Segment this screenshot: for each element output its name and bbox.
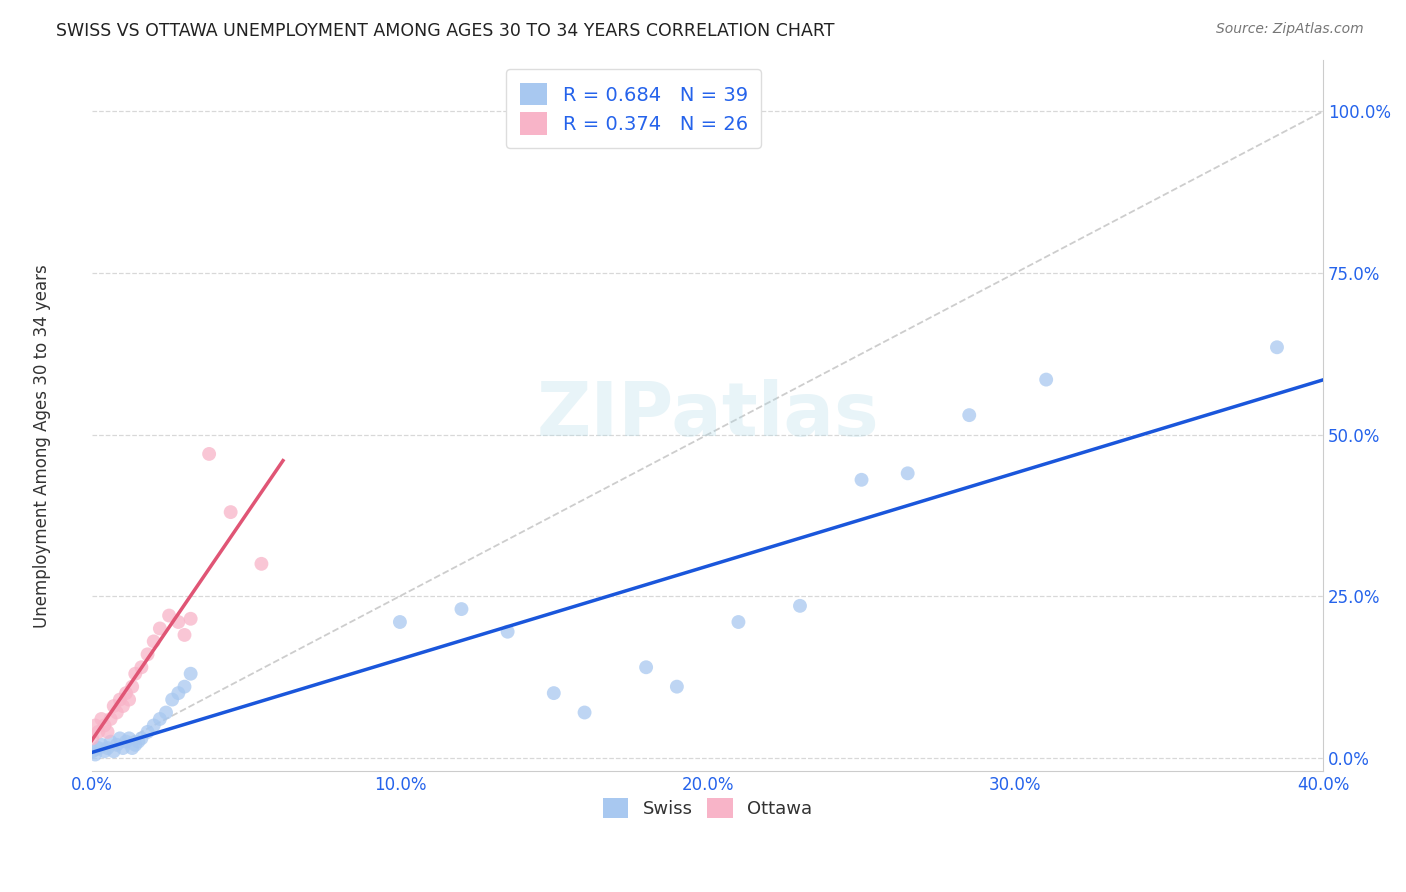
- Point: [90, 738, 112, 752]
- Point: [167, 615, 190, 629]
- Point: [173, 628, 195, 642]
- Point: [103, 744, 125, 758]
- Point: [157, 608, 180, 623]
- Point: [155, 706, 177, 720]
- Point: [97, 725, 120, 739]
- Point: [198, 447, 221, 461]
- Point: [118, 731, 141, 746]
- Point: [450, 602, 472, 616]
- Point: [108, 692, 131, 706]
- Point: [149, 622, 172, 636]
- Point: [1035, 373, 1057, 387]
- Legend: Swiss, Ottawa: Swiss, Ottawa: [596, 790, 820, 826]
- Point: [173, 680, 195, 694]
- Point: [121, 680, 143, 694]
- Point: [115, 686, 138, 700]
- Point: [87, 725, 110, 739]
- Point: [789, 599, 811, 613]
- Text: SWISS VS OTTAWA UNEMPLOYMENT AMONG AGES 30 TO 34 YEARS CORRELATION CHART: SWISS VS OTTAWA UNEMPLOYMENT AMONG AGES …: [56, 22, 835, 40]
- Point: [1265, 340, 1288, 354]
- Point: [82, 731, 104, 746]
- Point: [897, 467, 920, 481]
- Point: [87, 741, 110, 756]
- Point: [124, 738, 146, 752]
- Point: [127, 734, 149, 748]
- Point: [543, 686, 565, 700]
- Point: [388, 615, 411, 629]
- Point: [636, 660, 658, 674]
- Point: [131, 660, 153, 674]
- Point: [115, 734, 138, 748]
- Point: [250, 557, 273, 571]
- Point: [103, 699, 125, 714]
- Point: [111, 741, 134, 756]
- Point: [727, 615, 749, 629]
- Point: [100, 712, 122, 726]
- Point: [105, 706, 128, 720]
- Point: [100, 734, 122, 748]
- Point: [180, 612, 202, 626]
- Point: [121, 741, 143, 756]
- Point: [131, 731, 153, 746]
- Point: [574, 706, 596, 720]
- Point: [108, 731, 131, 746]
- Point: [142, 634, 165, 648]
- Point: [160, 692, 183, 706]
- Point: [851, 473, 873, 487]
- Point: [111, 699, 134, 714]
- Point: [84, 747, 107, 762]
- Text: Unemployment Among Ages 30 to 34 years: Unemployment Among Ages 30 to 34 years: [34, 264, 51, 628]
- Point: [93, 718, 115, 732]
- Point: [149, 712, 172, 726]
- Point: [496, 624, 519, 639]
- Point: [167, 686, 190, 700]
- Point: [97, 741, 120, 756]
- Text: Source: ZipAtlas.com: Source: ZipAtlas.com: [1216, 22, 1364, 37]
- Point: [180, 666, 202, 681]
- Point: [90, 712, 112, 726]
- Point: [136, 648, 159, 662]
- Point: [124, 666, 146, 681]
- Point: [136, 725, 159, 739]
- Point: [957, 408, 980, 422]
- Point: [142, 718, 165, 732]
- Point: [82, 744, 104, 758]
- Point: [93, 744, 115, 758]
- Point: [665, 680, 688, 694]
- Text: ZIPatlas: ZIPatlas: [536, 378, 879, 451]
- Point: [118, 692, 141, 706]
- Point: [105, 738, 128, 752]
- Point: [84, 718, 107, 732]
- Point: [219, 505, 242, 519]
